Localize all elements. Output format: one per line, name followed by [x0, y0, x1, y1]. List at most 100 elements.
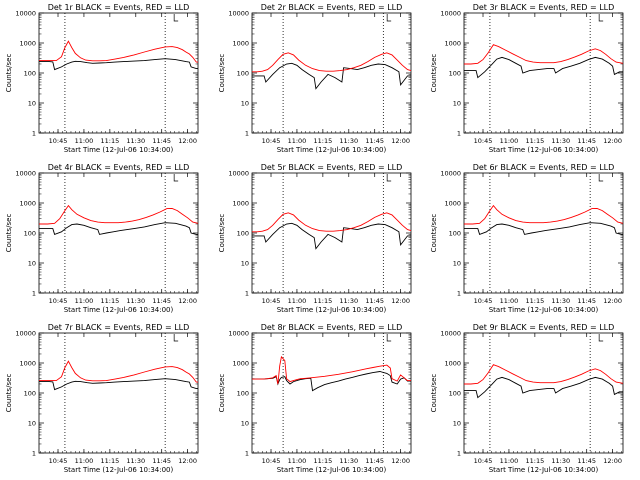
x-tick-label: 10:45: [474, 137, 493, 145]
y-tick-label: 100: [24, 390, 36, 398]
y-tick-label: 10000: [440, 330, 461, 338]
y-tick-label: 1: [457, 290, 461, 298]
plot-frame: [463, 332, 624, 454]
x-axis-label: Start Time (12-Jul-06 10:34:00): [277, 306, 387, 314]
chart-title: Det 8r BLACK = Events, RED = LLD: [261, 323, 403, 332]
x-tick-label: 11:45: [365, 457, 384, 465]
x-tick-label: 11:45: [152, 137, 171, 145]
y-tick-label: 1: [32, 450, 36, 458]
series-line-lld: [252, 52, 412, 73]
y-tick-label: 1: [245, 290, 249, 298]
series-line-lld: [39, 40, 198, 63]
y-tick-label: 10000: [15, 10, 36, 18]
chart-title: Det 2r BLACK = Events, RED = LLD: [261, 3, 403, 12]
x-tick-label: 11:45: [152, 457, 171, 465]
plot-frame: [38, 172, 199, 294]
bracket-mark: [173, 14, 179, 22]
x-tick-label: 11:30: [551, 457, 570, 465]
plot-frame: [463, 12, 624, 134]
series-line-lld: [464, 364, 624, 385]
x-tick-label: 12:00: [603, 297, 622, 305]
y-tick-label: 1: [32, 290, 36, 298]
y-tick-label: 10: [453, 420, 461, 428]
y-tick-label: 100: [237, 390, 249, 398]
x-tick-label: 11:15: [100, 297, 119, 305]
x-tick-label: 11:00: [75, 457, 94, 465]
chart-title: Det 6r BLACK = Events, RED = LLD: [473, 163, 615, 172]
y-tick-label: 1: [245, 130, 249, 138]
x-axis-label: Start Time (12-Jul-06 10:34:00): [277, 146, 387, 154]
bracket-mark: [598, 14, 604, 22]
y-tick-label: 10000: [228, 170, 249, 178]
x-tick-label: 11:00: [75, 137, 94, 145]
series-line-lld: [39, 204, 199, 225]
x-tick-label: 10:45: [49, 457, 68, 465]
x-tick-label: 11:15: [525, 457, 544, 465]
x-tick-label: 12:00: [178, 137, 197, 145]
series-line-events: [39, 58, 198, 71]
x-tick-label: 11:15: [313, 297, 332, 305]
y-tick-label: 10: [453, 260, 461, 268]
x-tick-label: 11:00: [500, 297, 519, 305]
x-tick-label: 11:30: [339, 297, 358, 305]
x-tick-label: 11:45: [365, 137, 384, 145]
y-tick-label: 100: [237, 230, 249, 238]
x-axis-label: Start Time (12-Jul-06 10:34:00): [489, 146, 599, 154]
chart-title: Det 9r BLACK = Events, RED = LLD: [473, 323, 615, 332]
plot-frame: [38, 332, 199, 454]
y-axis-label: Counts/sec: [430, 214, 438, 253]
x-axis-label: Start Time (12-Jul-06 10:34:00): [277, 466, 387, 474]
y-tick-label: 10000: [15, 170, 36, 178]
y-tick-label: 1000: [444, 40, 461, 48]
x-tick-label: 12:00: [391, 137, 410, 145]
chart-panel: Det 6r BLACK = Events, RED = LLD 10:45 11:…: [430, 163, 624, 314]
plot-frame: [463, 172, 624, 294]
x-tick-label: 10:45: [49, 297, 68, 305]
chart-title: Det 5r BLACK = Events, RED = LLD: [261, 163, 403, 172]
y-axis-label: Counts/sec: [5, 214, 13, 253]
x-tick-label: 11:45: [365, 297, 384, 305]
x-tick-label: 12:00: [603, 137, 622, 145]
x-tick-label: 11:15: [100, 137, 119, 145]
x-tick-label: 11:30: [126, 457, 145, 465]
x-tick-label: 11:45: [577, 137, 596, 145]
bracket-mark: [386, 334, 392, 342]
x-tick-label: 11:15: [525, 137, 544, 145]
x-tick-label: 11:00: [288, 137, 307, 145]
x-tick-label: 10:45: [262, 297, 281, 305]
y-tick-label: 1000: [19, 40, 36, 48]
chart-panel: Det 3r BLACK = Events, RED = LLD 10:45 11:…: [430, 3, 624, 154]
series-line-events: [252, 222, 411, 250]
x-tick-label: 10:45: [474, 297, 493, 305]
y-tick-label: 1: [245, 450, 249, 458]
x-tick-label: 11:15: [313, 457, 332, 465]
chart-panel: Det 9r BLACK = Events, RED = LLD 10:45 11:…: [430, 323, 624, 474]
y-tick-label: 1000: [232, 200, 249, 208]
series-line-events: [464, 376, 623, 399]
chart-title: Det 3r BLACK = Events, RED = LLD: [473, 3, 615, 12]
x-tick-label: 11:45: [152, 297, 171, 305]
bracket-mark: [386, 14, 392, 22]
y-tick-label: 10: [28, 420, 36, 428]
chart-title: Det 7r BLACK = Events, RED = LLD: [48, 323, 190, 332]
x-tick-label: 11:00: [288, 297, 307, 305]
y-tick-label: 100: [24, 230, 36, 238]
x-tick-label: 10:45: [262, 457, 281, 465]
x-tick-label: 11:00: [288, 457, 307, 465]
y-tick-label: 10000: [228, 10, 249, 18]
bracket-mark: [173, 174, 179, 182]
y-axis-label: Counts/sec: [430, 54, 438, 93]
x-tick-label: 11:30: [339, 137, 358, 145]
y-tick-label: 1000: [19, 360, 36, 368]
bracket-mark: [598, 174, 604, 182]
chart-title: Det 1r BLACK = Events, RED = LLD: [48, 3, 190, 12]
x-tick-label: 11:30: [126, 297, 145, 305]
y-axis-label: Counts/sec: [218, 374, 226, 413]
x-tick-label: 11:30: [551, 297, 570, 305]
chart-panel: Det 1r BLACK = Events, RED = LLD 10:45 11:…: [5, 3, 199, 154]
x-axis-label: Start Time (12-Jul-06 10:34:00): [64, 466, 174, 474]
series-line-events: [252, 62, 411, 90]
x-axis-label: Start Time (12-Jul-06 10:34:00): [64, 146, 174, 154]
x-tick-label: 11:00: [500, 457, 519, 465]
